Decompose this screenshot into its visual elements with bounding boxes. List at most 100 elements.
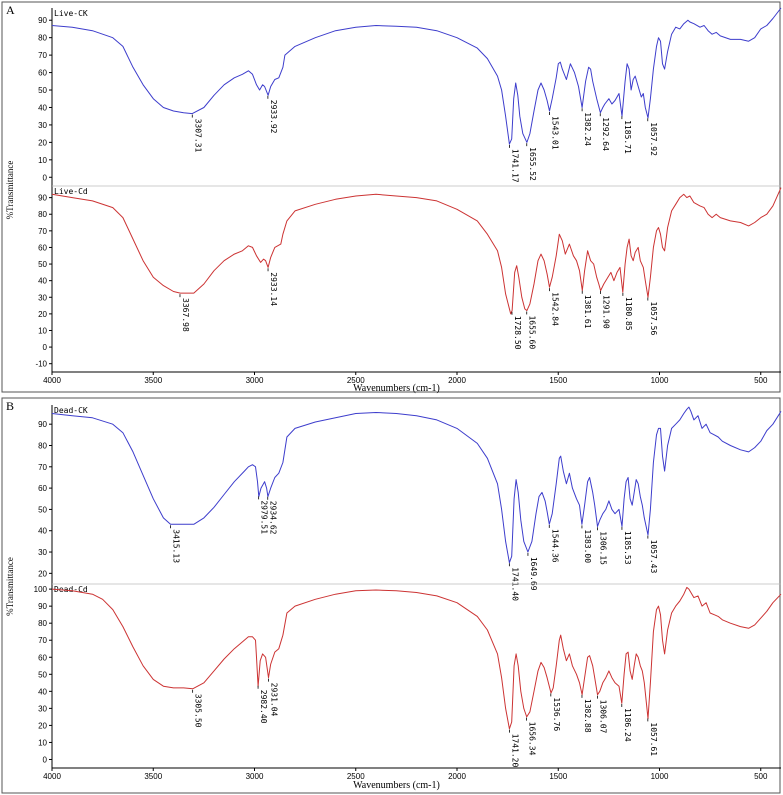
peak-label: 1381.61 bbox=[583, 295, 592, 329]
y-tick-label: 60 bbox=[38, 653, 47, 662]
y-tick-label: 30 bbox=[38, 293, 47, 302]
y-tick-label: 20 bbox=[38, 138, 47, 147]
y-axis-label: %Transmittance bbox=[5, 557, 15, 616]
y-tick-label: 0 bbox=[43, 755, 48, 764]
peak-label: 1382.24 bbox=[583, 112, 592, 146]
peak-label: 2934.62 bbox=[269, 501, 278, 535]
peak-label: 1383.00 bbox=[583, 529, 592, 563]
subplot-live-ck: Live-CK 0 10 20 30 40 50 60 70 80 90 3307.31 2933.92… bbox=[38, 7, 782, 183]
subplot-dead-cd: Dead-Cd 0 10 20 30 40 50 60 70 80 90 100 3305.50 2982… bbox=[34, 583, 782, 768]
y-tick-label: 80 bbox=[38, 619, 47, 628]
peak-label: 1741.20 bbox=[510, 734, 519, 768]
peak-label: 1180.85 bbox=[624, 297, 633, 331]
peak-label: 3367.98 bbox=[181, 298, 190, 332]
panel-letter: B bbox=[6, 399, 14, 413]
peak-label: 3307.31 bbox=[193, 119, 202, 153]
y-axis-label: %Transmittance bbox=[5, 161, 15, 220]
y-tick-label: 40 bbox=[38, 527, 47, 536]
x-tick-label: 500 bbox=[754, 772, 768, 781]
peak-label: 1649.69 bbox=[529, 557, 538, 591]
peak-label: 1057.92 bbox=[649, 122, 658, 156]
peak-label: 1655.52 bbox=[528, 147, 537, 181]
series-name: Live-Cd bbox=[54, 187, 88, 196]
peak-label: 1382.88 bbox=[583, 699, 592, 733]
y-tick-label: 20 bbox=[38, 569, 47, 578]
x-tick-label: 3000 bbox=[246, 376, 264, 385]
x-tick-label: 3000 bbox=[246, 772, 264, 781]
series-name: Dead-CK bbox=[54, 406, 88, 415]
peak-label: 2931.04 bbox=[269, 683, 278, 717]
y-tick-label: 10 bbox=[38, 738, 47, 747]
panel-letter: A bbox=[6, 3, 15, 17]
y-tick-label: 60 bbox=[38, 243, 47, 252]
x-tick-label: 3500 bbox=[144, 376, 162, 385]
series-name: Live-CK bbox=[54, 9, 88, 18]
x-axis-label: Wavenumbers (cm-1) bbox=[353, 383, 440, 394]
peak-label: 1186.24 bbox=[623, 708, 632, 742]
y-tick-label: 0 bbox=[43, 173, 48, 182]
peak-label: 1291.90 bbox=[601, 295, 610, 329]
y-tick-label: 10 bbox=[38, 156, 47, 165]
peak-label: 1542.84 bbox=[551, 292, 560, 326]
peak-label: 3305.50 bbox=[194, 694, 203, 728]
series-line-live-cd bbox=[51, 187, 782, 315]
y-tick-label: 50 bbox=[38, 505, 47, 514]
y-tick-label: 70 bbox=[38, 463, 47, 472]
y-tick-label: 40 bbox=[38, 277, 47, 286]
x-tick-label: 4000 bbox=[43, 376, 61, 385]
y-tick-label: 30 bbox=[38, 704, 47, 713]
y-tick-label: 100 bbox=[34, 585, 48, 594]
x-axis-label: Wavenumbers (cm-1) bbox=[353, 780, 440, 791]
x-tick-label: 1500 bbox=[549, 772, 567, 781]
peak-label: 1057.56 bbox=[649, 302, 658, 336]
y-tick-label: 70 bbox=[38, 51, 47, 60]
y-tick-label: 90 bbox=[38, 194, 47, 203]
peak-label: 1544.36 bbox=[550, 529, 559, 563]
y-tick-label: 50 bbox=[38, 86, 47, 95]
peak-label: 1057.61 bbox=[649, 722, 658, 756]
x-tick-label: 1000 bbox=[651, 376, 669, 385]
y-tick-label: 20 bbox=[38, 721, 47, 730]
peak-label: 1543.01 bbox=[551, 116, 560, 150]
peak-label: 1656.34 bbox=[528, 722, 537, 756]
peak-label: 1728.50 bbox=[513, 316, 522, 350]
peak-label: 3415.13 bbox=[171, 529, 180, 563]
peak-label: 1536.76 bbox=[552, 697, 561, 731]
y-tick-label: 60 bbox=[38, 69, 47, 78]
y-tick-label: 90 bbox=[38, 602, 47, 611]
peak-label: 1741.17 bbox=[510, 149, 519, 183]
x-tick-label: 2000 bbox=[448, 376, 466, 385]
y-tick-label: 0 bbox=[43, 343, 48, 352]
peak-label: 1185.53 bbox=[623, 531, 632, 565]
peak-label: 2979.51 bbox=[260, 500, 269, 534]
peak-label: 2933.92 bbox=[269, 100, 278, 134]
peak-label: 1655.60 bbox=[528, 315, 537, 349]
y-tick-label: 20 bbox=[38, 310, 47, 319]
y-tick-label: 90 bbox=[38, 420, 47, 429]
y-tick-label: 90 bbox=[38, 16, 47, 25]
y-tick-label: 60 bbox=[38, 484, 47, 493]
y-tick-label: 70 bbox=[38, 636, 47, 645]
peak-label: 1292.64 bbox=[601, 117, 610, 151]
series-name: Dead-Cd bbox=[54, 585, 88, 594]
series-line-dead-ck bbox=[51, 406, 782, 564]
series-line-dead-cd bbox=[51, 586, 782, 730]
subplot-live-cd: Live-Cd -10 0 10 20 30 40 50 60 70 80 90 3367.98 2933… bbox=[35, 185, 782, 369]
y-tick-label: 30 bbox=[38, 121, 47, 130]
x-tick-label: 4000 bbox=[43, 772, 61, 781]
y-tick-label: 30 bbox=[38, 548, 47, 557]
x-tick-label: 1500 bbox=[549, 376, 567, 385]
x-tick-label: 2500 bbox=[347, 376, 365, 385]
y-tick-label: 40 bbox=[38, 103, 47, 112]
y-tick-label: 70 bbox=[38, 227, 47, 236]
series-line-live-ck bbox=[51, 7, 782, 145]
subplot-dead-ck: Dead-CK 20 30 40 50 60 70 80 90 3415.13 2979.51 293… bbox=[38, 406, 782, 601]
peak-label: 1306.07 bbox=[599, 700, 608, 734]
peak-label: 2982.40 bbox=[259, 690, 268, 724]
y-tick-label: 80 bbox=[38, 34, 47, 43]
y-tick-label: 50 bbox=[38, 670, 47, 679]
y-tick-label: 80 bbox=[38, 441, 47, 450]
